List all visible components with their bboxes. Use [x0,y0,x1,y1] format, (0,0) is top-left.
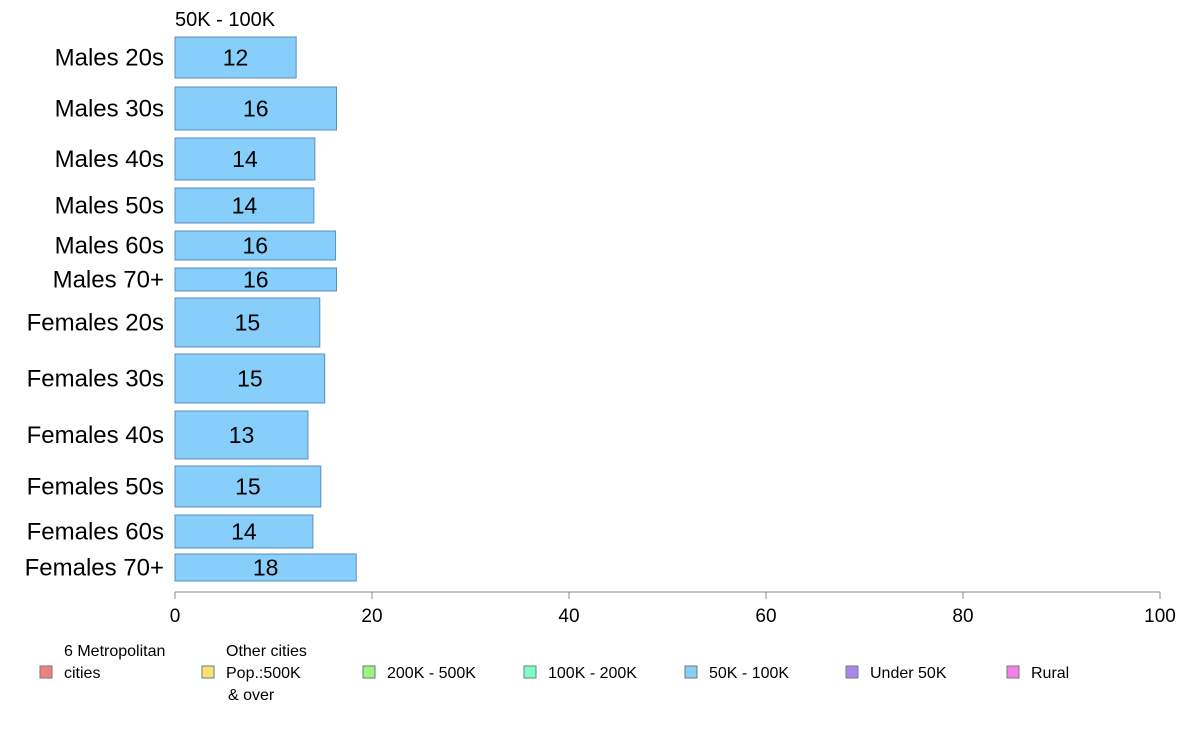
legend-swatch [845,665,859,679]
bars-group: Males 20s 12 Males 30s 16 Males 40s 14 Males 5… [25,36,357,582]
category-label: Females 70+ [25,555,164,582]
legend-label: Rural [1031,665,1069,682]
x-tick-label: 40 [558,606,579,627]
x-tick-label: 20 [361,606,382,627]
bar [174,137,316,181]
x-tick-label: 0 [170,606,181,627]
legend-swatch [1006,665,1020,679]
legend-swatch [523,665,537,679]
category-label: Females 60s [27,519,164,546]
bar [174,187,315,224]
bar [174,514,314,549]
bar [174,86,338,131]
bar [174,553,357,582]
bar [174,410,309,460]
x-tick-label: 80 [952,606,973,627]
bar-value-label: 15 [235,474,261,500]
x-axis: 0 20 40 60 80 100 [170,591,1176,627]
bar [174,267,338,292]
bar [174,36,297,79]
bar-value-label: 13 [229,422,255,448]
bar [174,230,337,261]
category-label: Males 40s [55,146,164,173]
legend-swatch [684,665,698,679]
legend-swatch [39,665,53,679]
bar [174,297,321,348]
category-label: Males 50s [55,193,164,220]
bar-value-label: 18 [253,555,279,581]
bar-value-label: 12 [223,45,249,71]
category-label: Males 70+ [53,267,164,294]
bar-value-label: 15 [237,366,263,392]
category-label: Females 20s [27,310,164,337]
category-label: Females 30s [27,366,164,393]
category-label: Females 40s [27,422,164,449]
category-label: Males 30s [55,96,164,123]
category-label: Females 50s [27,474,164,501]
legend-label: 6 Metropolitan cities [64,643,165,682]
legend-label: 200K - 500K [387,665,476,682]
category-label: Males 20s [55,45,164,72]
bar-value-label: 16 [243,267,269,293]
legend-label: Other cities Pop.:500K & over [226,643,307,704]
legend-swatch [362,665,376,679]
panel-title: 50K - 100K [175,9,276,31]
legend-swatch [201,665,215,679]
x-tick-label: 100 [1144,606,1176,627]
bar-value-label: 14 [231,519,257,545]
bar [174,353,326,404]
bar-value-label: 16 [243,96,269,122]
bar-value-label: 15 [235,310,261,336]
bar-value-label: 14 [232,193,258,219]
bar-value-label: 16 [242,233,268,259]
x-tick-label: 60 [755,606,776,627]
bar [174,465,322,508]
category-label: Males 60s [55,233,164,260]
legend: 6 Metropolitan cities Other cities Pop.:500… [39,643,1069,704]
legend-label: 100K - 200K [548,665,637,682]
legend-label: Under 50K [870,665,947,682]
bar-value-label: 14 [232,146,258,172]
legend-label: 50K - 100K [709,665,789,682]
